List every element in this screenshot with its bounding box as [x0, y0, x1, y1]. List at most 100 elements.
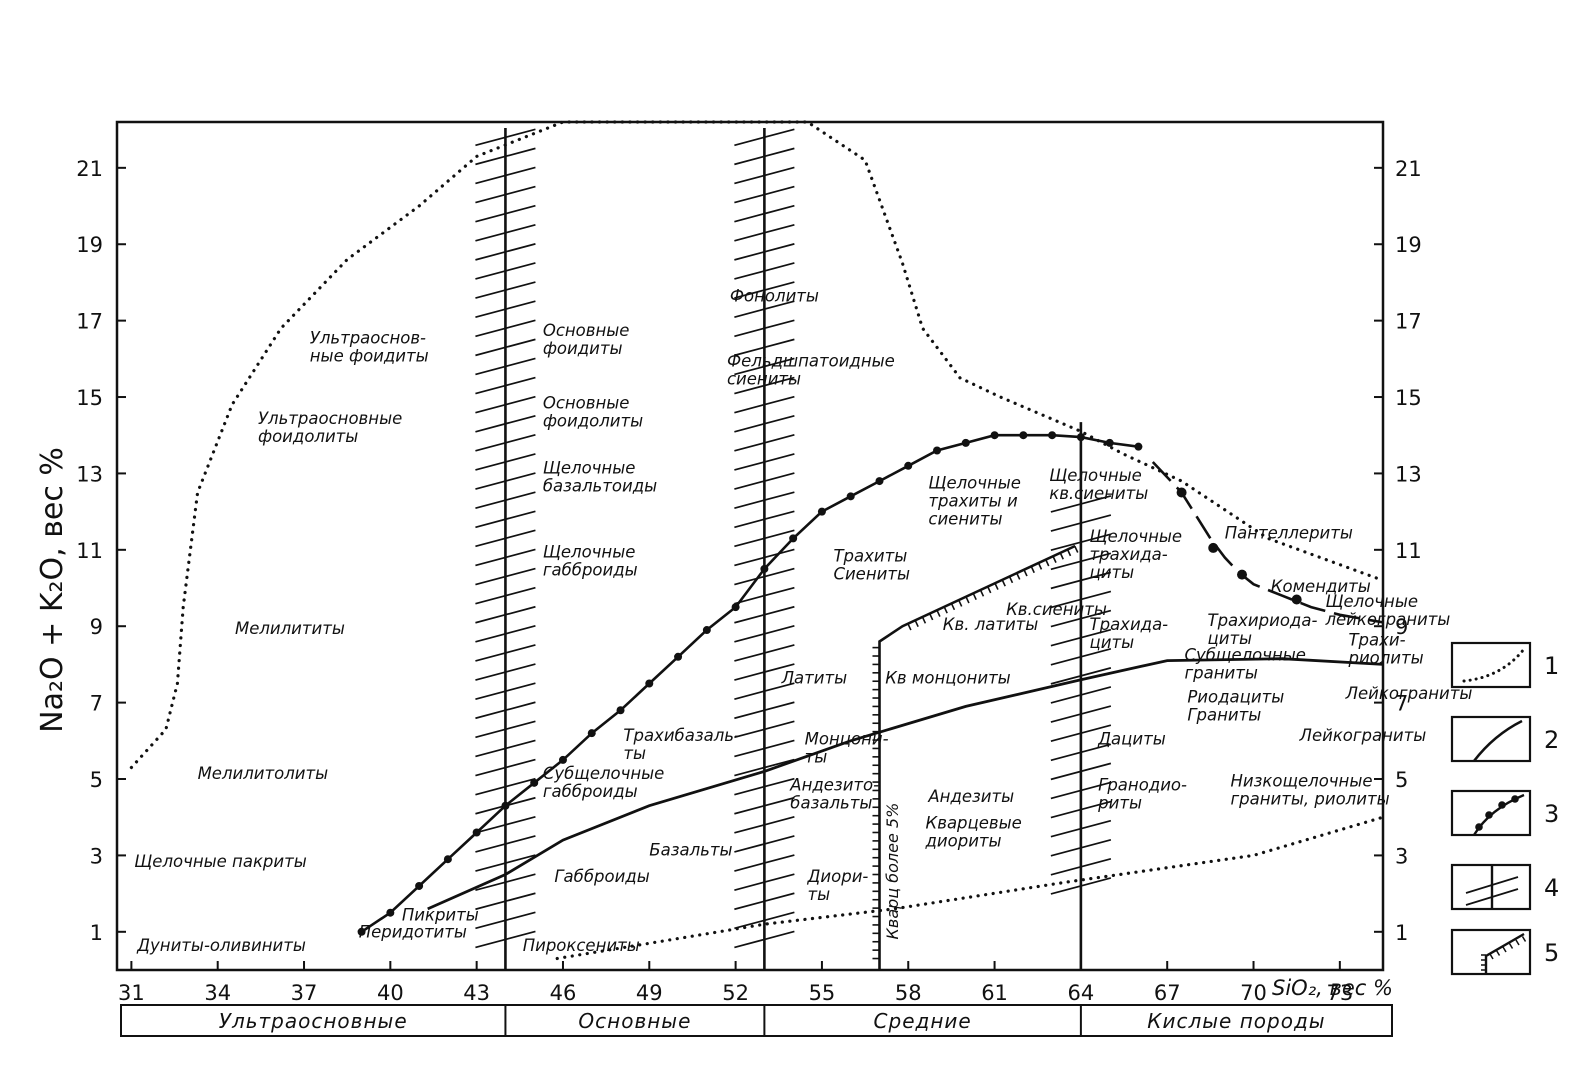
quartz-5-tick [1045, 559, 1050, 567]
hatch-stroke [734, 854, 795, 872]
hatch-stroke [475, 281, 536, 299]
alkaline-boundary-bead [904, 461, 913, 470]
rock-field-label: Кварцевые диориты [925, 814, 1022, 851]
hatch-stroke [475, 548, 536, 567]
hatch-stroke [1050, 762, 1112, 781]
rock-field-label-line: Базальты [649, 840, 732, 859]
rock-field-label-line: Щелочные [543, 458, 636, 477]
rock-field-label: Трахи-риолиты [1347, 630, 1423, 667]
legend-box [1450, 715, 1532, 763]
hatch-stroke [475, 796, 536, 815]
rock-field-label: Основные фоидолиты [543, 393, 643, 430]
hatch-stroke [475, 223, 536, 242]
legend-dotted-sample [1462, 647, 1526, 683]
alkaline-boundary-bead [587, 729, 596, 738]
hatch-stroke [475, 434, 536, 452]
rock-field-label: Диори-ты [807, 867, 869, 904]
plot-border [115, 120, 1385, 972]
quartz-5-tick [950, 603, 956, 611]
alkaline-boundary-bead [990, 431, 999, 440]
rock-field-label: Комендиты [1271, 577, 1371, 596]
hatch-stroke [475, 376, 536, 395]
rock-field-label-line: циты [1207, 629, 1252, 648]
alkaline-boundary-bead [357, 927, 366, 936]
hatch-stroke [734, 739, 795, 758]
rock-field-label: Андезиты [927, 787, 1014, 806]
rock-field-label-line: Субщелочные [543, 764, 665, 783]
rock-field-label: Гранодио-риты [1097, 775, 1187, 812]
hatch-stroke [475, 720, 536, 739]
legend-number: 2 [1544, 726, 1559, 754]
rock-field-label-line: габброиды [543, 560, 638, 579]
rock-field-label-line: Пантеллериты [1225, 523, 1353, 542]
alkaline-boundary-bead [846, 492, 855, 501]
hatch-stroke [1050, 838, 1112, 857]
hatch-stroke [475, 472, 536, 490]
hatch-stroke [475, 567, 536, 586]
y-left-tick-label: 19 [76, 233, 103, 257]
rock-field-label-line: Дуниты-оливиниты [136, 936, 306, 955]
hatch-stroke [475, 414, 536, 433]
hatch-stroke [475, 605, 536, 624]
hatch-stroke [734, 510, 795, 529]
rock-field-label-line: Андезито- [789, 775, 879, 794]
rock-field-label: Фонолиты [730, 287, 819, 306]
legend-number: 1 [1544, 652, 1559, 680]
x-tick-label: 64 [1068, 981, 1095, 1005]
rock-field-label-line: фоидиты [543, 339, 623, 358]
quartz-5-tick [936, 609, 941, 617]
hatch-stroke [475, 854, 536, 872]
hatch-stroke [734, 376, 795, 395]
plot-frame [115, 120, 1385, 972]
rock-field-label: Субщелочные габброиды [543, 764, 665, 801]
hatch-stroke [734, 892, 795, 911]
hatch-stroke [475, 682, 536, 700]
hatch-stroke [475, 835, 536, 853]
rock-field-label-line: Трахиты [833, 546, 907, 565]
rock-field-label-line: кв.сиениты [1049, 484, 1148, 503]
tail-bead [1208, 542, 1219, 553]
y-left-tick-label: 7 [90, 692, 103, 716]
rock-field-label-line: Щелочные [1049, 466, 1142, 485]
hatch-stroke [475, 262, 536, 280]
rock-field-label-line: Щелочные [1325, 592, 1418, 611]
alkaline-boundary-bead [386, 908, 395, 917]
rock-field-label: Трахибазаль-ты [623, 726, 740, 763]
legend-bead [1498, 801, 1506, 809]
rock-field-label-line: Щелочные [1090, 527, 1183, 546]
hatch-stroke [734, 796, 795, 815]
rock-field-label-line: трахида- [1090, 545, 1168, 564]
hatch-stroke [734, 453, 795, 471]
hatch-stroke [734, 338, 795, 357]
rock-field-label: Ультраоснов-ные фоидиты [310, 329, 429, 366]
hatch-stroke [734, 185, 795, 204]
legend-bead [1485, 811, 1493, 819]
hatch-stroke [734, 281, 795, 299]
y-right-tick-label: 9 [1395, 615, 1408, 639]
legend-box [1450, 928, 1532, 976]
hatch-stroke [475, 204, 536, 223]
hatch-stroke [734, 243, 795, 261]
hatch-stroke [734, 777, 795, 796]
alkaline-boundary-bead [933, 446, 942, 455]
hatch-stroke [475, 663, 536, 681]
rock-field-label: Габброиды [554, 867, 649, 886]
quartz-5-tick [1052, 555, 1057, 563]
alkaline-boundary-bead [702, 626, 711, 635]
quartz-5-tick [1001, 579, 1006, 587]
alkaline-boundary-bead [645, 679, 654, 688]
hatch-stroke [475, 529, 536, 548]
rock-field-label: Базальты [649, 840, 732, 859]
hatch-stroke [475, 166, 536, 185]
y-left-tick-label: 13 [76, 462, 103, 486]
legend-hatch-stroke [1465, 876, 1519, 894]
hatch-stroke [734, 586, 795, 605]
rock-field-label: Перидотиты [359, 923, 467, 942]
alkaline-boundary-bead [817, 507, 826, 516]
hatch-stroke [475, 892, 536, 911]
rock-field-label-line: граниты, риолиты [1231, 790, 1390, 809]
hatch-stroke [1050, 705, 1112, 723]
alkaline-boundary-bead [443, 855, 452, 864]
